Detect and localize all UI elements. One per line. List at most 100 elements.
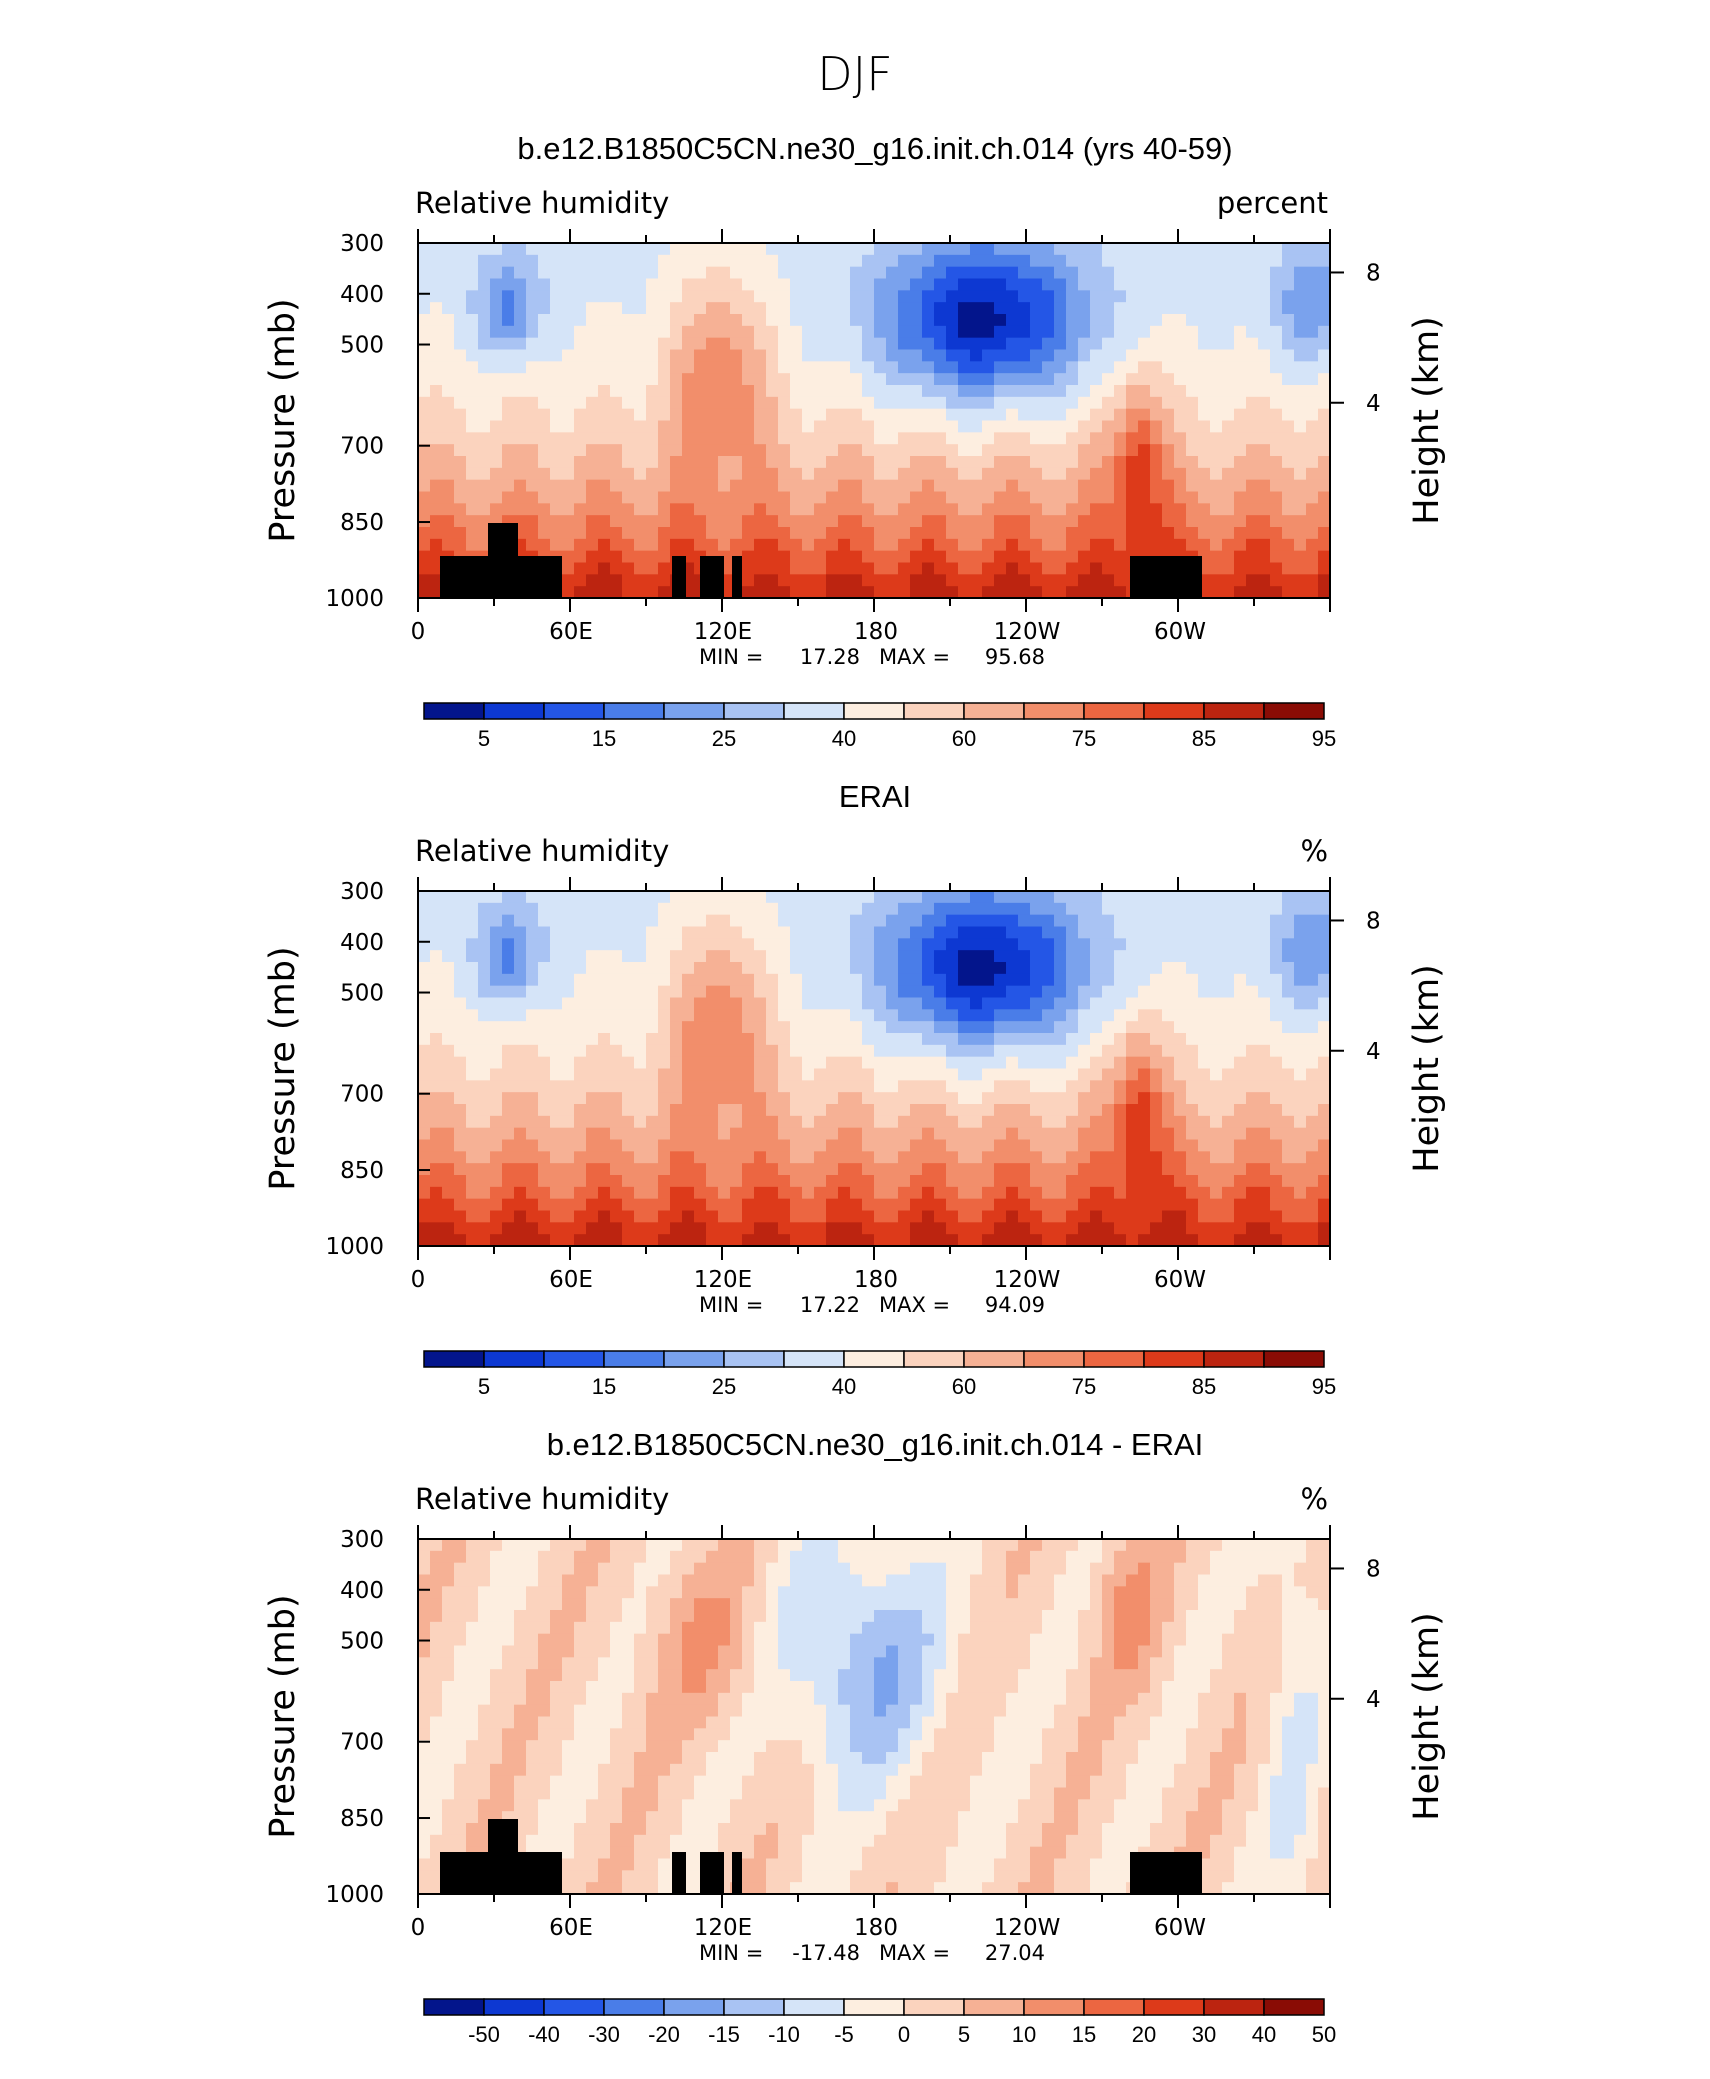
contour-cell	[514, 1175, 527, 1187]
contour-cell	[658, 927, 671, 939]
contour-cell	[1246, 314, 1259, 326]
contour-cell	[478, 1776, 491, 1788]
contour-cell	[1090, 527, 1103, 539]
contour-cell	[490, 1187, 503, 1199]
contour-cell	[730, 1151, 743, 1163]
contour-cell	[994, 255, 1007, 267]
contour-cell	[418, 1752, 431, 1764]
contour-cell	[586, 302, 599, 314]
contour-cell	[886, 1151, 899, 1163]
contour-cell	[454, 338, 467, 350]
contour-cell	[526, 1021, 539, 1033]
contour-cell	[1138, 279, 1151, 291]
contour-cell	[1306, 1211, 1319, 1223]
contour-cell	[610, 468, 623, 480]
contour-cell	[478, 1199, 491, 1211]
contour-cell	[1174, 891, 1187, 903]
contour-cell	[838, 974, 851, 986]
contour-cell	[1174, 385, 1187, 397]
contour-cell	[526, 385, 539, 397]
contour-cell	[850, 1199, 863, 1211]
contour-cell	[478, 397, 491, 409]
contour-cell	[454, 326, 467, 338]
contour-cell	[934, 1199, 947, 1211]
contour-cell	[634, 551, 647, 563]
contour-cell	[538, 998, 551, 1010]
contour-cell	[538, 1175, 551, 1187]
contour-cell	[1126, 962, 1139, 974]
contour-cell	[1066, 1033, 1079, 1045]
colorbar-swatch	[784, 703, 844, 719]
contour-cell	[766, 950, 779, 962]
contour-cell	[982, 1021, 995, 1033]
contour-cell	[466, 927, 479, 939]
contour-cell	[1102, 338, 1115, 350]
contour-cell	[886, 432, 899, 444]
contour-cell	[1258, 397, 1271, 409]
contour-cell	[862, 938, 875, 950]
contour-cell	[562, 243, 575, 255]
contour-cell	[910, 1069, 923, 1081]
contour-cell	[1294, 409, 1307, 421]
contour-cell	[1090, 1092, 1103, 1104]
contour-cell	[490, 1211, 503, 1223]
contour-cell	[442, 1586, 455, 1598]
contour-cell	[898, 456, 911, 468]
contour-cell	[1066, 290, 1079, 302]
contour-cell	[466, 1646, 479, 1658]
contour-cell	[1222, 432, 1235, 444]
contour-cell	[1222, 950, 1235, 962]
contour-cell	[1102, 974, 1115, 986]
contour-cell	[1186, 974, 1199, 986]
contour-cell	[1078, 1211, 1091, 1223]
contour-cell	[1078, 255, 1091, 267]
contour-cell	[934, 279, 947, 291]
contour-cell	[694, 468, 707, 480]
contour-cell	[502, 915, 515, 927]
contour-cell	[502, 962, 515, 974]
contour-cell	[790, 1234, 803, 1246]
contour-cell	[862, 950, 875, 962]
contour-cell	[874, 409, 887, 421]
contour-cell	[622, 986, 635, 998]
contour-cell	[730, 1069, 743, 1081]
contour-cell	[1054, 468, 1067, 480]
contour-cell	[1126, 409, 1139, 421]
contour-cell	[754, 1187, 767, 1199]
contour-cell	[1042, 1033, 1055, 1045]
contour-cell	[706, 903, 719, 915]
contour-cell	[1042, 1163, 1055, 1175]
contour-cell	[1042, 1187, 1055, 1199]
contour-cell	[418, 1776, 431, 1788]
contour-cell	[430, 1092, 443, 1104]
contour-cell	[430, 361, 443, 373]
contour-cell	[1186, 302, 1199, 314]
contour-cell	[766, 1211, 779, 1223]
contour-cell	[1150, 927, 1163, 939]
contour-cell	[1078, 1057, 1091, 1069]
contour-cell	[718, 1163, 731, 1175]
contour-cell	[1258, 903, 1271, 915]
contour-cell	[1006, 998, 1019, 1010]
contour-cell	[778, 279, 791, 291]
min-value: 17.22	[800, 1293, 860, 1317]
contour-cell	[478, 255, 491, 267]
contour-cell	[418, 1788, 431, 1800]
contour-cell	[466, 1693, 479, 1705]
contour-cell	[1198, 1234, 1211, 1246]
contour-cell	[766, 1199, 779, 1211]
contour-cell	[1294, 974, 1307, 986]
contour-cell	[694, 903, 707, 915]
contour-cell	[1318, 1080, 1331, 1092]
contour-cell	[598, 255, 611, 267]
x-tick-label: 60E	[549, 1267, 593, 1293]
contour-cell	[766, 350, 779, 362]
contour-cell	[634, 1092, 647, 1104]
contour-cell	[490, 1057, 503, 1069]
contour-cell	[970, 492, 983, 504]
contour-cell	[994, 1021, 1007, 1033]
contour-cell	[610, 338, 623, 350]
contour-cell	[466, 998, 479, 1010]
contour-cell	[1114, 539, 1127, 551]
contour-cell	[454, 361, 467, 373]
